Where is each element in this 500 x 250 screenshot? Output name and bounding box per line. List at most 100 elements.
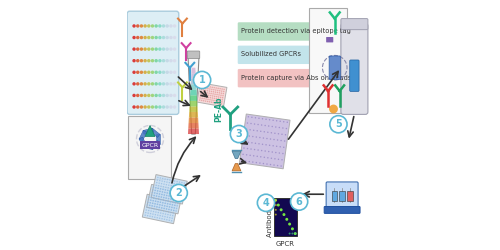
Circle shape [167,203,168,204]
Circle shape [207,88,208,90]
Circle shape [164,205,166,206]
Circle shape [162,70,166,74]
Circle shape [157,214,158,216]
Circle shape [201,89,202,90]
Circle shape [180,200,181,202]
Circle shape [173,210,174,211]
Circle shape [166,197,167,199]
Circle shape [158,48,162,51]
Circle shape [286,218,288,221]
Circle shape [169,193,170,194]
Circle shape [156,198,157,200]
Circle shape [154,195,155,196]
Circle shape [253,130,254,131]
Circle shape [159,191,160,192]
Circle shape [218,96,220,98]
FancyBboxPatch shape [348,191,352,200]
Circle shape [214,96,216,97]
Circle shape [181,182,182,183]
Circle shape [159,193,160,195]
Circle shape [218,92,220,94]
Circle shape [212,93,214,94]
Circle shape [270,138,271,140]
Circle shape [167,203,168,204]
Circle shape [147,59,150,62]
Circle shape [162,188,164,190]
Circle shape [158,36,162,39]
Circle shape [132,105,136,109]
Circle shape [158,94,162,97]
Circle shape [158,24,162,28]
Circle shape [266,163,268,165]
Circle shape [169,206,170,208]
Circle shape [274,158,276,160]
Circle shape [176,181,178,182]
Circle shape [213,102,214,103]
Circle shape [150,202,151,203]
Circle shape [154,203,156,204]
Circle shape [152,205,153,207]
Circle shape [162,180,163,182]
Circle shape [250,123,252,124]
Circle shape [169,94,172,97]
Bar [274,198,296,236]
Circle shape [160,199,162,200]
Circle shape [158,182,160,184]
Circle shape [222,93,224,94]
Circle shape [270,158,272,159]
Circle shape [153,211,154,212]
Polygon shape [190,101,198,106]
Circle shape [258,143,260,144]
Circle shape [146,204,148,206]
Circle shape [177,189,178,190]
Circle shape [284,140,286,142]
Polygon shape [143,144,154,150]
Circle shape [215,89,216,91]
Circle shape [261,150,262,151]
Circle shape [259,162,260,164]
Polygon shape [139,130,147,141]
Circle shape [272,151,273,153]
Circle shape [215,102,216,104]
Circle shape [174,204,176,206]
Circle shape [158,188,159,189]
Circle shape [166,24,169,28]
Circle shape [140,94,143,97]
Circle shape [256,156,258,157]
Circle shape [150,200,152,201]
Circle shape [156,198,157,199]
Circle shape [166,206,168,207]
Circle shape [168,220,170,221]
Circle shape [252,161,254,163]
Circle shape [162,191,164,193]
Circle shape [275,152,276,153]
Circle shape [147,48,150,51]
Circle shape [256,162,257,163]
Circle shape [156,206,158,208]
Circle shape [220,96,222,98]
Text: Antibody ID: Antibody ID [267,197,273,237]
Circle shape [147,105,150,109]
Polygon shape [142,194,178,224]
Circle shape [176,205,178,206]
Circle shape [202,96,203,97]
Circle shape [147,36,150,39]
Circle shape [132,24,136,28]
Circle shape [264,125,266,126]
Circle shape [276,146,278,147]
Circle shape [174,194,176,195]
Circle shape [204,94,206,95]
Circle shape [211,89,212,90]
Circle shape [207,90,208,92]
Circle shape [140,82,143,86]
Circle shape [178,195,180,196]
Circle shape [256,130,258,132]
Circle shape [275,204,277,206]
Circle shape [165,213,166,215]
Text: Protein detection via epitope tag: Protein detection via epitope tag [242,28,352,34]
Circle shape [136,24,140,28]
Circle shape [162,213,164,214]
Circle shape [160,199,162,200]
Circle shape [268,125,270,127]
Circle shape [136,105,140,109]
